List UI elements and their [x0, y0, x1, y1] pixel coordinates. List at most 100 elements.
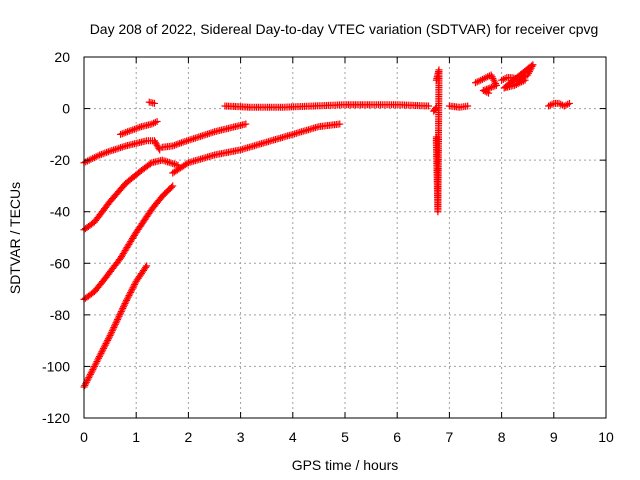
data-point: [491, 82, 499, 90]
data-point: [85, 374, 93, 382]
data-point: [90, 364, 98, 372]
data-point: [127, 287, 135, 295]
data-point: [564, 100, 572, 108]
data-point: [98, 348, 106, 356]
data-point: [111, 320, 119, 328]
data-point: [101, 341, 109, 349]
series-arc-8: [80, 262, 151, 391]
data-point: [464, 102, 472, 110]
data-point: [116, 311, 124, 319]
data-point: [122, 298, 130, 306]
series-arc-13: [472, 71, 500, 97]
series-arc-15: [545, 99, 573, 110]
data-marks: [80, 61, 573, 391]
series-arc-14: [498, 61, 537, 92]
data-point: [120, 303, 128, 311]
axis-ticks: 0 1 2 3 4 5 6 7 8 9 10 20 0 -20 -40 -60 -80 -100 -120: [42, 49, 614, 445]
data-point: [111, 322, 119, 330]
data-point: [81, 381, 89, 389]
data-point: [546, 101, 554, 109]
data-point: [117, 309, 125, 317]
data-point: [104, 336, 112, 344]
y-tick-label: 0: [62, 101, 70, 117]
data-point: [492, 81, 500, 89]
data-point: [95, 353, 103, 361]
data-point: [117, 308, 125, 316]
x-tick-label: 9: [550, 429, 558, 445]
x-tick-label: 5: [341, 429, 349, 445]
data-point: [521, 76, 529, 84]
data-point: [114, 314, 122, 322]
data-point: [487, 83, 495, 91]
data-point: [91, 361, 99, 369]
series-arc-1: [80, 137, 164, 167]
x-tick-label: 3: [237, 429, 245, 445]
data-point: [432, 76, 440, 84]
x-tick-label: 2: [185, 429, 193, 445]
data-point: [115, 312, 123, 320]
x-tick-label: 10: [598, 429, 614, 445]
series-arc-9: [221, 101, 433, 111]
data-point: [167, 183, 175, 191]
data-point: [121, 300, 129, 308]
data-point: [95, 354, 103, 362]
data-point: [127, 288, 135, 296]
series-arc-12: [445, 102, 472, 111]
data-point: [499, 75, 507, 83]
x-tick-label: 4: [289, 429, 297, 445]
data-point: [153, 117, 161, 125]
series-arc-5: [158, 120, 250, 151]
data-point: [118, 306, 126, 314]
data-point: [92, 359, 100, 367]
data-point: [119, 304, 127, 312]
data-point: [107, 330, 115, 338]
data-point: [103, 338, 111, 346]
data-point: [143, 262, 151, 270]
x-axis-title: GPS time / hours: [292, 457, 399, 473]
y-tick-label: -40: [50, 204, 70, 220]
data-point: [108, 327, 116, 335]
data-point: [86, 370, 94, 378]
data-point: [486, 84, 494, 92]
data-point: [99, 346, 107, 354]
data-point: [562, 101, 570, 109]
data-point: [557, 100, 565, 108]
data-point: [110, 324, 118, 332]
data-point: [87, 369, 95, 377]
x-tick-label: 6: [393, 429, 401, 445]
data-point: [124, 293, 132, 301]
x-tick-label: 8: [498, 429, 506, 445]
data-point: [96, 351, 104, 359]
data-point: [120, 301, 128, 309]
data-point: [501, 74, 509, 82]
x-tick-label: 7: [446, 429, 454, 445]
data-point: [83, 377, 91, 385]
data-point: [94, 356, 102, 364]
data-point: [126, 290, 134, 298]
data-point: [169, 182, 177, 190]
y-axis-title: SDTVAR / TECUs: [7, 182, 23, 294]
y-tick-label: -60: [50, 255, 70, 271]
data-point: [109, 325, 117, 333]
y-tick-label: 20: [54, 49, 70, 65]
data-point: [105, 333, 113, 341]
y-tick-label: -20: [50, 152, 70, 168]
data-point: [89, 366, 97, 374]
data-point: [142, 263, 150, 271]
data-point: [123, 296, 131, 304]
data-point: [565, 99, 573, 107]
x-tick-label: 1: [132, 429, 140, 445]
data-point: [104, 335, 112, 343]
y-tick-label: -80: [50, 307, 70, 323]
data-point: [84, 375, 92, 383]
series-arc-2: [117, 117, 161, 138]
data-point: [128, 285, 136, 293]
data-point: [485, 89, 493, 97]
data-point: [183, 160, 191, 168]
data-point: [125, 292, 133, 300]
data-point: [93, 358, 101, 366]
chart-title: Day 208 of 2022, Sidereal Day-to-day VTE…: [90, 21, 599, 37]
data-point: [123, 295, 131, 303]
